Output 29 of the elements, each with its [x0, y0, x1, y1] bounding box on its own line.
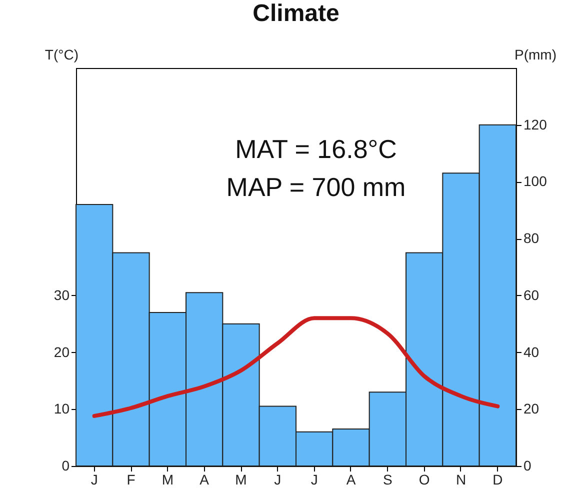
x-tick-label: O — [418, 472, 430, 488]
x-tick-label: F — [126, 472, 136, 488]
annotation: MAT = 16.8°C — [235, 134, 397, 164]
y-tick-label: 30 — [54, 286, 70, 303]
y2-axis-title: P(mm) — [514, 46, 556, 62]
y2-tick-label: 60 — [524, 286, 540, 303]
y-tick-label: 10 — [54, 400, 70, 417]
x-tick-label: A — [200, 472, 210, 488]
x-tick-label: S — [382, 472, 392, 488]
y2-tick-label: 0 — [524, 458, 532, 474]
chart-title: Climate — [252, 0, 340, 27]
x-tick-label: D — [492, 472, 503, 488]
x-tick-label: A — [346, 472, 356, 488]
annotation: MAP = 700 mm — [226, 172, 406, 202]
x-tick-label: M — [235, 472, 247, 488]
x-tick-label: J — [274, 472, 282, 488]
y2-tick-label: 80 — [524, 230, 540, 246]
x-tick-label: J — [310, 472, 318, 488]
y-tick-label: 20 — [54, 344, 70, 360]
y2-tick-label: 40 — [524, 344, 540, 360]
x-tick-label: M — [162, 472, 174, 488]
y2-tick-label: 120 — [524, 116, 548, 132]
y2-tick-label: 100 — [524, 173, 548, 190]
y-axis-title: T(°C) — [44, 46, 78, 62]
y-tick-label: 0 — [62, 458, 70, 474]
x-tick-label: J — [90, 472, 98, 488]
x-tick-label: N — [456, 472, 466, 488]
line-series — [92, 316, 500, 418]
y2-tick-label: 20 — [524, 400, 540, 417]
